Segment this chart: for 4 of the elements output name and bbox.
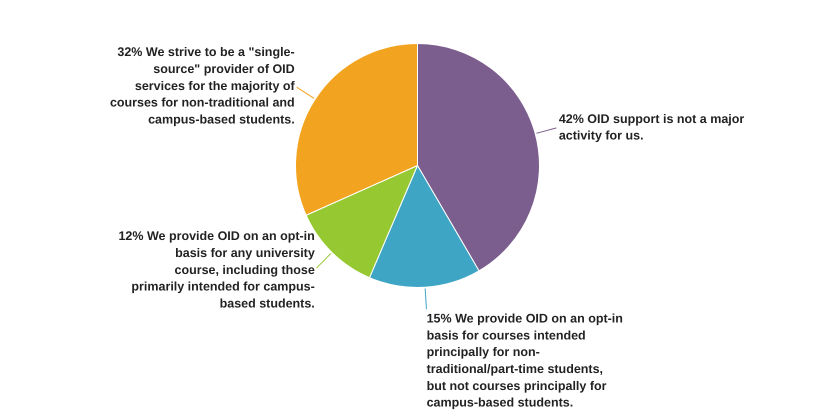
slice-label: 12% We provide OID on an opt-in basis for any university course, including those primarily intended for campus-based students. (118, 229, 315, 310)
slice-label: 15% We provide OID on an opt-in basis for courses intended principally for non-traditional/part-time students, but not courses principally for campus-based students. (426, 312, 623, 410)
slice-label: 32% We strive to be a "single-source" provider of OID services for the majority of courses for non-traditional and campus-based students. (110, 45, 296, 126)
slice-label: 42% OID support is not a major activity for us. (558, 112, 744, 143)
